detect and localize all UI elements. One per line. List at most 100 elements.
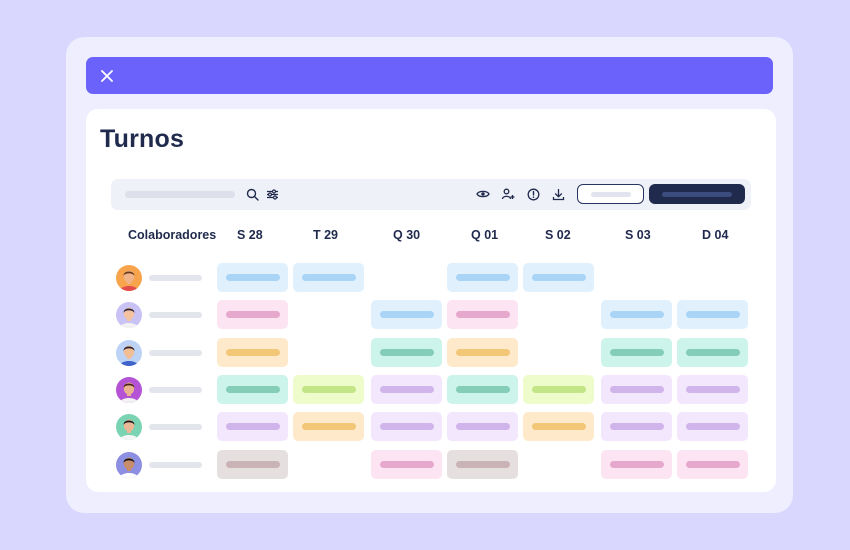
avatar[interactable] xyxy=(116,414,142,441)
shift-block[interactable] xyxy=(217,337,288,367)
shift-label-placeholder xyxy=(379,311,434,319)
shift-block[interactable] xyxy=(217,374,288,404)
column-header-day: S 28 xyxy=(237,228,263,242)
collaborator-row xyxy=(86,300,776,330)
primary-action-button[interactable] xyxy=(649,184,745,204)
shift-label-placeholder xyxy=(379,385,434,393)
shift-block[interactable] xyxy=(601,374,672,404)
column-header-day: T 29 xyxy=(313,228,339,242)
page-title: Turnos xyxy=(100,125,185,153)
collaborator-name-placeholder xyxy=(149,275,202,281)
shift-block[interactable] xyxy=(371,337,442,367)
shift-label-placeholder xyxy=(225,274,280,281)
shift-label-placeholder xyxy=(379,460,434,468)
collaborator-row xyxy=(86,374,776,405)
shift-label-placeholder xyxy=(455,311,510,319)
shift-block[interactable] xyxy=(293,374,364,404)
shift-label-placeholder xyxy=(455,385,510,393)
shift-block[interactable] xyxy=(601,300,672,330)
shift-block[interactable] xyxy=(447,337,518,367)
collaborator-row xyxy=(86,263,776,293)
shift-label-placeholder xyxy=(609,348,664,356)
shift-block[interactable] xyxy=(677,449,748,479)
shift-block[interactable] xyxy=(217,449,288,479)
search-button[interactable] xyxy=(244,186,260,202)
collaborator-name-placeholder xyxy=(149,386,202,393)
shift-label-placeholder xyxy=(609,460,664,468)
shift-block[interactable] xyxy=(371,449,442,479)
button-label-placeholder xyxy=(590,191,631,197)
shift-label-placeholder xyxy=(455,348,510,356)
shift-label-placeholder xyxy=(609,385,664,393)
column-header-day: D 04 xyxy=(702,228,729,242)
shift-block[interactable] xyxy=(447,263,518,292)
shift-block[interactable] xyxy=(523,374,594,404)
shift-block[interactable] xyxy=(677,412,748,442)
avatar[interactable] xyxy=(116,302,142,329)
filter-button[interactable] xyxy=(264,186,280,202)
collaborator-name-placeholder xyxy=(149,461,202,468)
shift-label-placeholder xyxy=(455,423,510,431)
shift-label-placeholder xyxy=(685,311,740,319)
shift-label-placeholder xyxy=(301,385,356,393)
shift-block[interactable] xyxy=(601,337,672,367)
shift-block[interactable] xyxy=(447,449,518,479)
search-input[interactable] xyxy=(125,191,235,198)
shift-label-placeholder xyxy=(455,274,510,281)
shift-block[interactable] xyxy=(217,263,288,292)
info-icon xyxy=(527,188,539,200)
button-label-placeholder xyxy=(662,191,732,197)
shift-label-placeholder xyxy=(531,274,586,281)
shift-label-placeholder xyxy=(225,385,280,393)
shift-block[interactable] xyxy=(371,374,442,404)
add-person-button[interactable] xyxy=(500,186,516,202)
shift-label-placeholder xyxy=(685,460,740,468)
shift-block[interactable] xyxy=(601,449,672,479)
shift-label-placeholder xyxy=(225,460,280,468)
collaborator-row xyxy=(86,337,776,368)
shift-label-placeholder xyxy=(455,460,510,468)
close-button[interactable] xyxy=(96,65,118,87)
shift-block[interactable] xyxy=(371,412,442,442)
collaborator-name-placeholder xyxy=(149,424,202,431)
shift-label-placeholder xyxy=(301,274,356,281)
shift-block[interactable] xyxy=(447,412,518,442)
avatar[interactable] xyxy=(116,339,142,366)
secondary-action-button[interactable] xyxy=(577,184,644,204)
shift-block[interactable] xyxy=(293,412,364,442)
column-header-day: Q 30 xyxy=(393,228,421,242)
column-header-day: Q 01 xyxy=(471,228,499,242)
shift-block[interactable] xyxy=(677,300,748,330)
avatar[interactable] xyxy=(116,451,142,478)
shift-block[interactable] xyxy=(447,300,518,330)
download-button[interactable] xyxy=(550,186,566,202)
shift-block[interactable] xyxy=(523,412,594,442)
shift-block[interactable] xyxy=(293,263,364,292)
shift-label-placeholder xyxy=(301,423,356,431)
avatar[interactable] xyxy=(116,265,142,291)
shift-block[interactable] xyxy=(447,374,518,404)
shift-block[interactable] xyxy=(523,263,594,292)
shift-block[interactable] xyxy=(217,300,288,330)
shift-label-placeholder xyxy=(225,348,280,356)
schedule-panel: Turnos xyxy=(86,109,776,492)
column-header-row: Colaboradores S 28 T 29 Q 30 Q 01 S 02 S… xyxy=(86,228,776,248)
collaborator-row xyxy=(86,412,776,442)
shift-label-placeholder xyxy=(531,385,586,393)
eye-icon xyxy=(476,190,490,198)
shift-block[interactable] xyxy=(601,412,672,442)
shift-block[interactable] xyxy=(371,300,442,330)
shift-block[interactable] xyxy=(677,374,748,404)
info-button[interactable] xyxy=(525,186,541,202)
shift-label-placeholder xyxy=(685,385,740,393)
shift-block[interactable] xyxy=(677,337,748,367)
shift-label-placeholder xyxy=(531,423,586,431)
view-button[interactable] xyxy=(475,186,491,202)
app-window: Turnos xyxy=(66,37,793,513)
shift-label-placeholder xyxy=(225,423,280,431)
avatar[interactable] xyxy=(116,376,142,403)
shift-label-placeholder xyxy=(609,311,664,319)
shift-block[interactable] xyxy=(217,412,288,442)
shift-label-placeholder xyxy=(685,423,740,431)
column-header-day: S 02 xyxy=(545,228,571,242)
